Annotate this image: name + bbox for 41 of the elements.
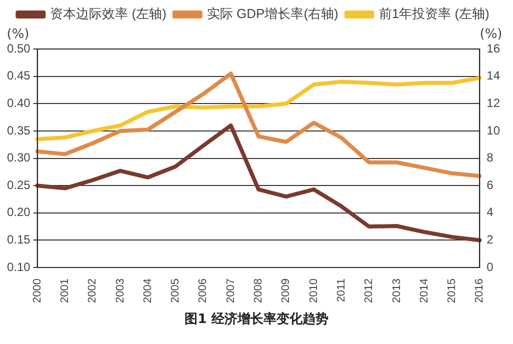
x-tick-label: 2011 [335,278,348,302]
x-tick-label: 2008 [252,278,265,304]
y2-tick-label: 12 [486,96,500,110]
x-tick-label: 2007 [224,278,237,304]
x-tick-label: 2009 [280,278,292,304]
x-tick-label: 2010 [308,278,320,304]
y-tick-label: 0.25 [6,178,31,192]
y2-tick-label: 14 [486,68,500,83]
y-tick-label: 0.30 [6,150,31,165]
y2-tick-label: 4 [486,205,494,220]
x-tick-label: 2003 [114,278,126,304]
x-tick-label: 2006 [197,278,210,304]
y2-axis-title: (%) [480,26,502,42]
legend-label: 前1年投资率 (左轴) [378,6,490,22]
x-tick-label: 2001 [59,278,72,304]
y2-tick-label: 8 [486,150,494,165]
y-tick-label: 0.15 [6,232,31,247]
x-tick-label: 2014 [418,278,430,304]
x-tick-label: 2015 [446,278,458,304]
y2-tick-label: 2 [486,232,494,247]
y-tick-label: 0.45 [6,68,31,83]
y-tick-label: 0.50 [6,41,31,56]
x-tick-label: 2005 [170,278,182,304]
text: 图1 经济增长率变化趋势 [184,310,330,328]
y-tick-label: 0.40 [6,96,31,110]
y2-tick-label: 0 [486,260,494,274]
y2-tick-label: 16 [486,41,500,56]
x-tick-label: 2004 [142,278,154,304]
x-tick-label: 2002 [86,278,99,304]
x-tick-label: 2012 [363,278,376,304]
y-axis-title: (%) [6,26,30,42]
x-tick-label: 2013 [390,278,403,304]
y-tick-label: 0.20 [6,205,31,220]
x-tick-label: 2016 [474,278,486,304]
x-tick-label: 2000 [31,278,44,304]
y2-tick-label: 6 [486,178,494,192]
y-tick-label: 0.10 [6,260,31,274]
legend-label: 资本边际效率 (左轴) [50,6,166,22]
legend-label: 实际 GDP增长率(右轴) [206,6,338,22]
y-tick-label: 0.35 [6,123,31,138]
y2-tick-label: 10 [486,123,500,138]
